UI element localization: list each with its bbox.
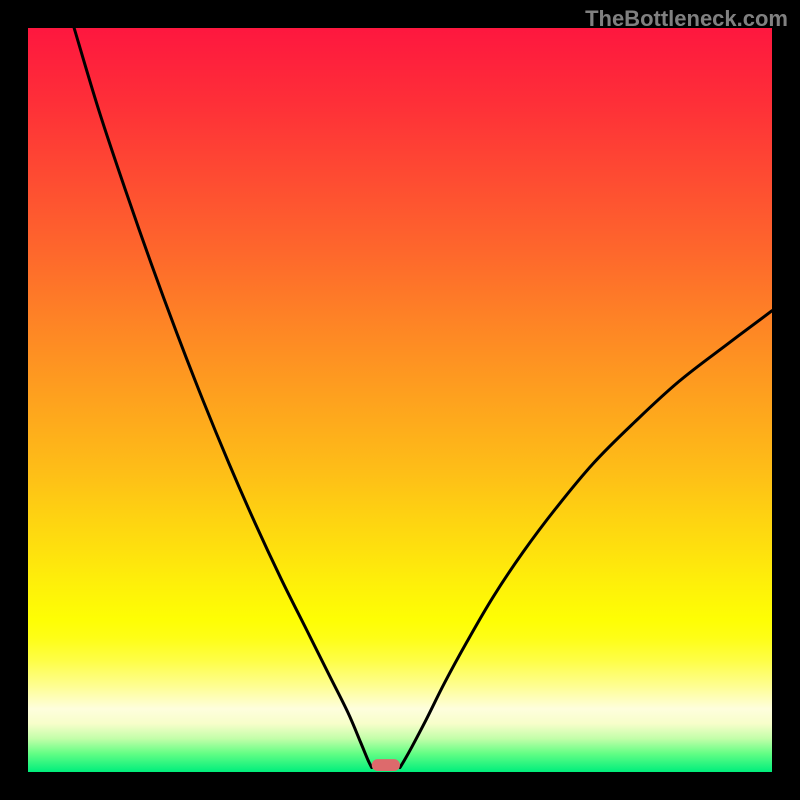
bottleneck-chart (0, 0, 800, 800)
bottleneck-marker (372, 759, 400, 771)
watermark-text: TheBottleneck.com (585, 6, 788, 32)
chart-background (28, 28, 772, 772)
chart-container: TheBottleneck.com (0, 0, 800, 800)
